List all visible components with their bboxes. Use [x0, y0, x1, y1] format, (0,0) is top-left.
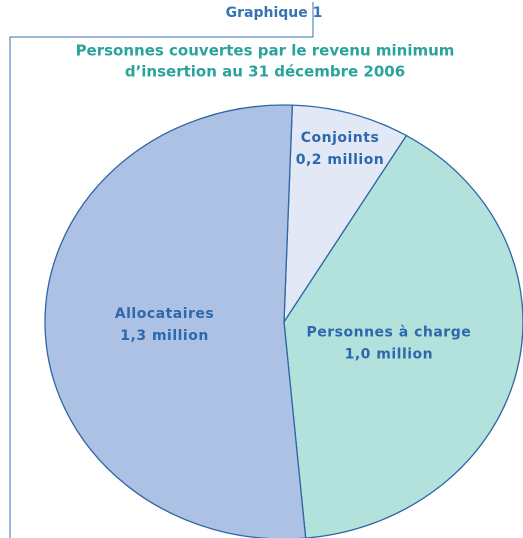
pie-slice — [283, 134, 523, 538]
slice-label: Allocataires — [115, 306, 214, 322]
slice-label: Personnes à charge — [307, 325, 472, 341]
slice-value-label: 1,3 million — [120, 328, 209, 344]
subtitle: d’insertion au 31 décembre 2006 — [125, 63, 405, 81]
chart-title: Graphique 1 — [226, 5, 323, 21]
pie-slice — [283, 104, 408, 325]
slice-value-label: 1,0 million — [345, 347, 434, 363]
subtitle: Personnes couvertes par le revenu minimu… — [76, 42, 455, 60]
pie-slice — [44, 104, 307, 538]
slice-value-label: 0,2 million — [296, 152, 385, 168]
slice-label: Conjoints — [301, 130, 380, 146]
frame-rule — [9, 36, 313, 538]
